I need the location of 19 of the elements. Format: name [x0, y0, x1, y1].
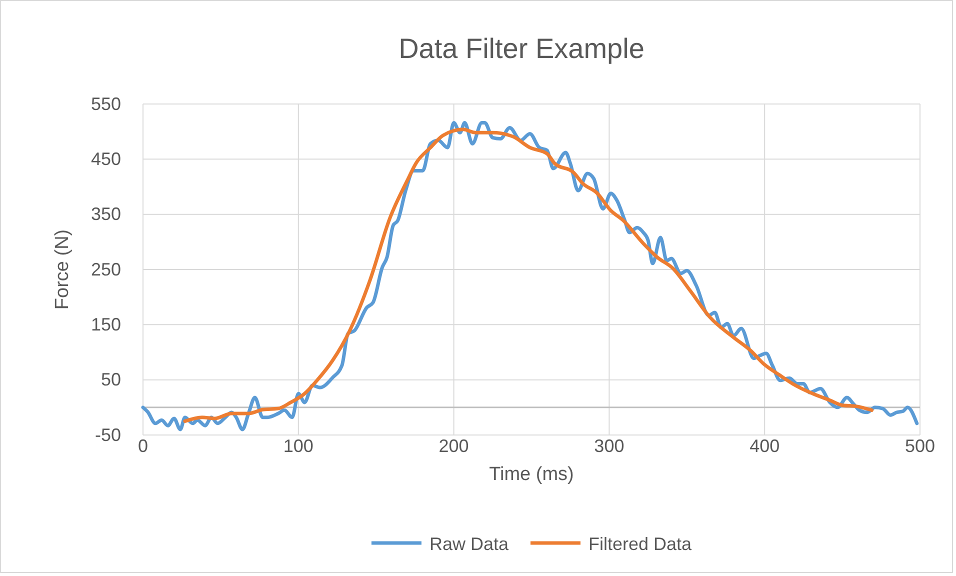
y-tick-label: 350 [90, 204, 121, 224]
x-tick-label: 400 [750, 436, 780, 456]
y-tick-label: 50 [100, 370, 121, 390]
x-tick-label: 500 [904, 436, 936, 456]
legend-label: Filtered Data [588, 534, 693, 554]
y-tick-label: 550 [90, 94, 121, 114]
y-tick-label: 150 [90, 314, 121, 334]
chart-title: Data Filter Example [398, 33, 644, 64]
x-tick-label: 100 [283, 436, 314, 456]
x-tick-label: 0 [138, 436, 148, 456]
y-tick-label: -50 [94, 424, 121, 445]
legend-label: Raw Data [429, 534, 510, 554]
line-series [183, 128, 874, 423]
x-tick-label: 300 [594, 436, 624, 456]
y-axis-title: Force (N) [52, 229, 73, 310]
x-tick-label: 200 [438, 436, 469, 456]
y-tick-label: 450 [90, 148, 121, 169]
x-axis-title: Time (ms) [489, 464, 574, 485]
y-tick-label: 250 [90, 259, 121, 280]
